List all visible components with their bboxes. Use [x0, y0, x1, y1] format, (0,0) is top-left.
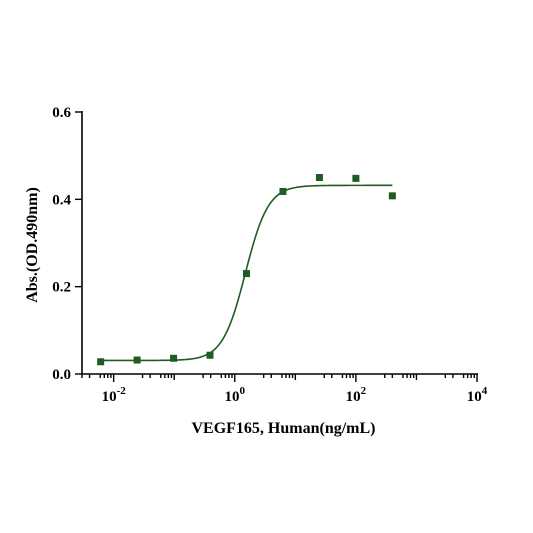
data-point-6	[315, 174, 323, 181]
data-point-0	[97, 358, 105, 366]
x-tick-label-3: 104	[467, 385, 488, 405]
fit-curve-layer	[100, 184, 393, 362]
data-point-3	[206, 351, 214, 359]
y-tick-label-0: 0.0	[52, 367, 71, 383]
data-points	[97, 174, 396, 366]
data-point-5	[279, 187, 287, 195]
data-point-7	[352, 174, 360, 182]
fit-curve	[100, 184, 393, 362]
data-point-1	[133, 356, 141, 364]
data-point-4	[242, 270, 250, 278]
axes	[81, 111, 478, 375]
y-tick-label-2: 0.4	[52, 192, 71, 208]
y-tick-label-1: 0.2	[52, 280, 71, 296]
y-ticks: 0.0 0.2 0.4 0.6	[52, 105, 82, 383]
x-tick-label-0: 10-2	[102, 385, 127, 405]
y-axis-title: Abs.(OD.490nm)	[24, 187, 41, 303]
data-point-2	[170, 354, 178, 362]
x-ticks: 10-2 100 102 104	[81, 374, 488, 405]
data-point-8	[388, 192, 396, 200]
y-tick-label-3: 0.6	[52, 105, 71, 121]
x-tick-label-1: 100	[225, 385, 246, 405]
x-tick-label-2: 102	[346, 385, 367, 405]
x-axis-title: VEGF165, Human(ng/mL)	[191, 420, 375, 437]
